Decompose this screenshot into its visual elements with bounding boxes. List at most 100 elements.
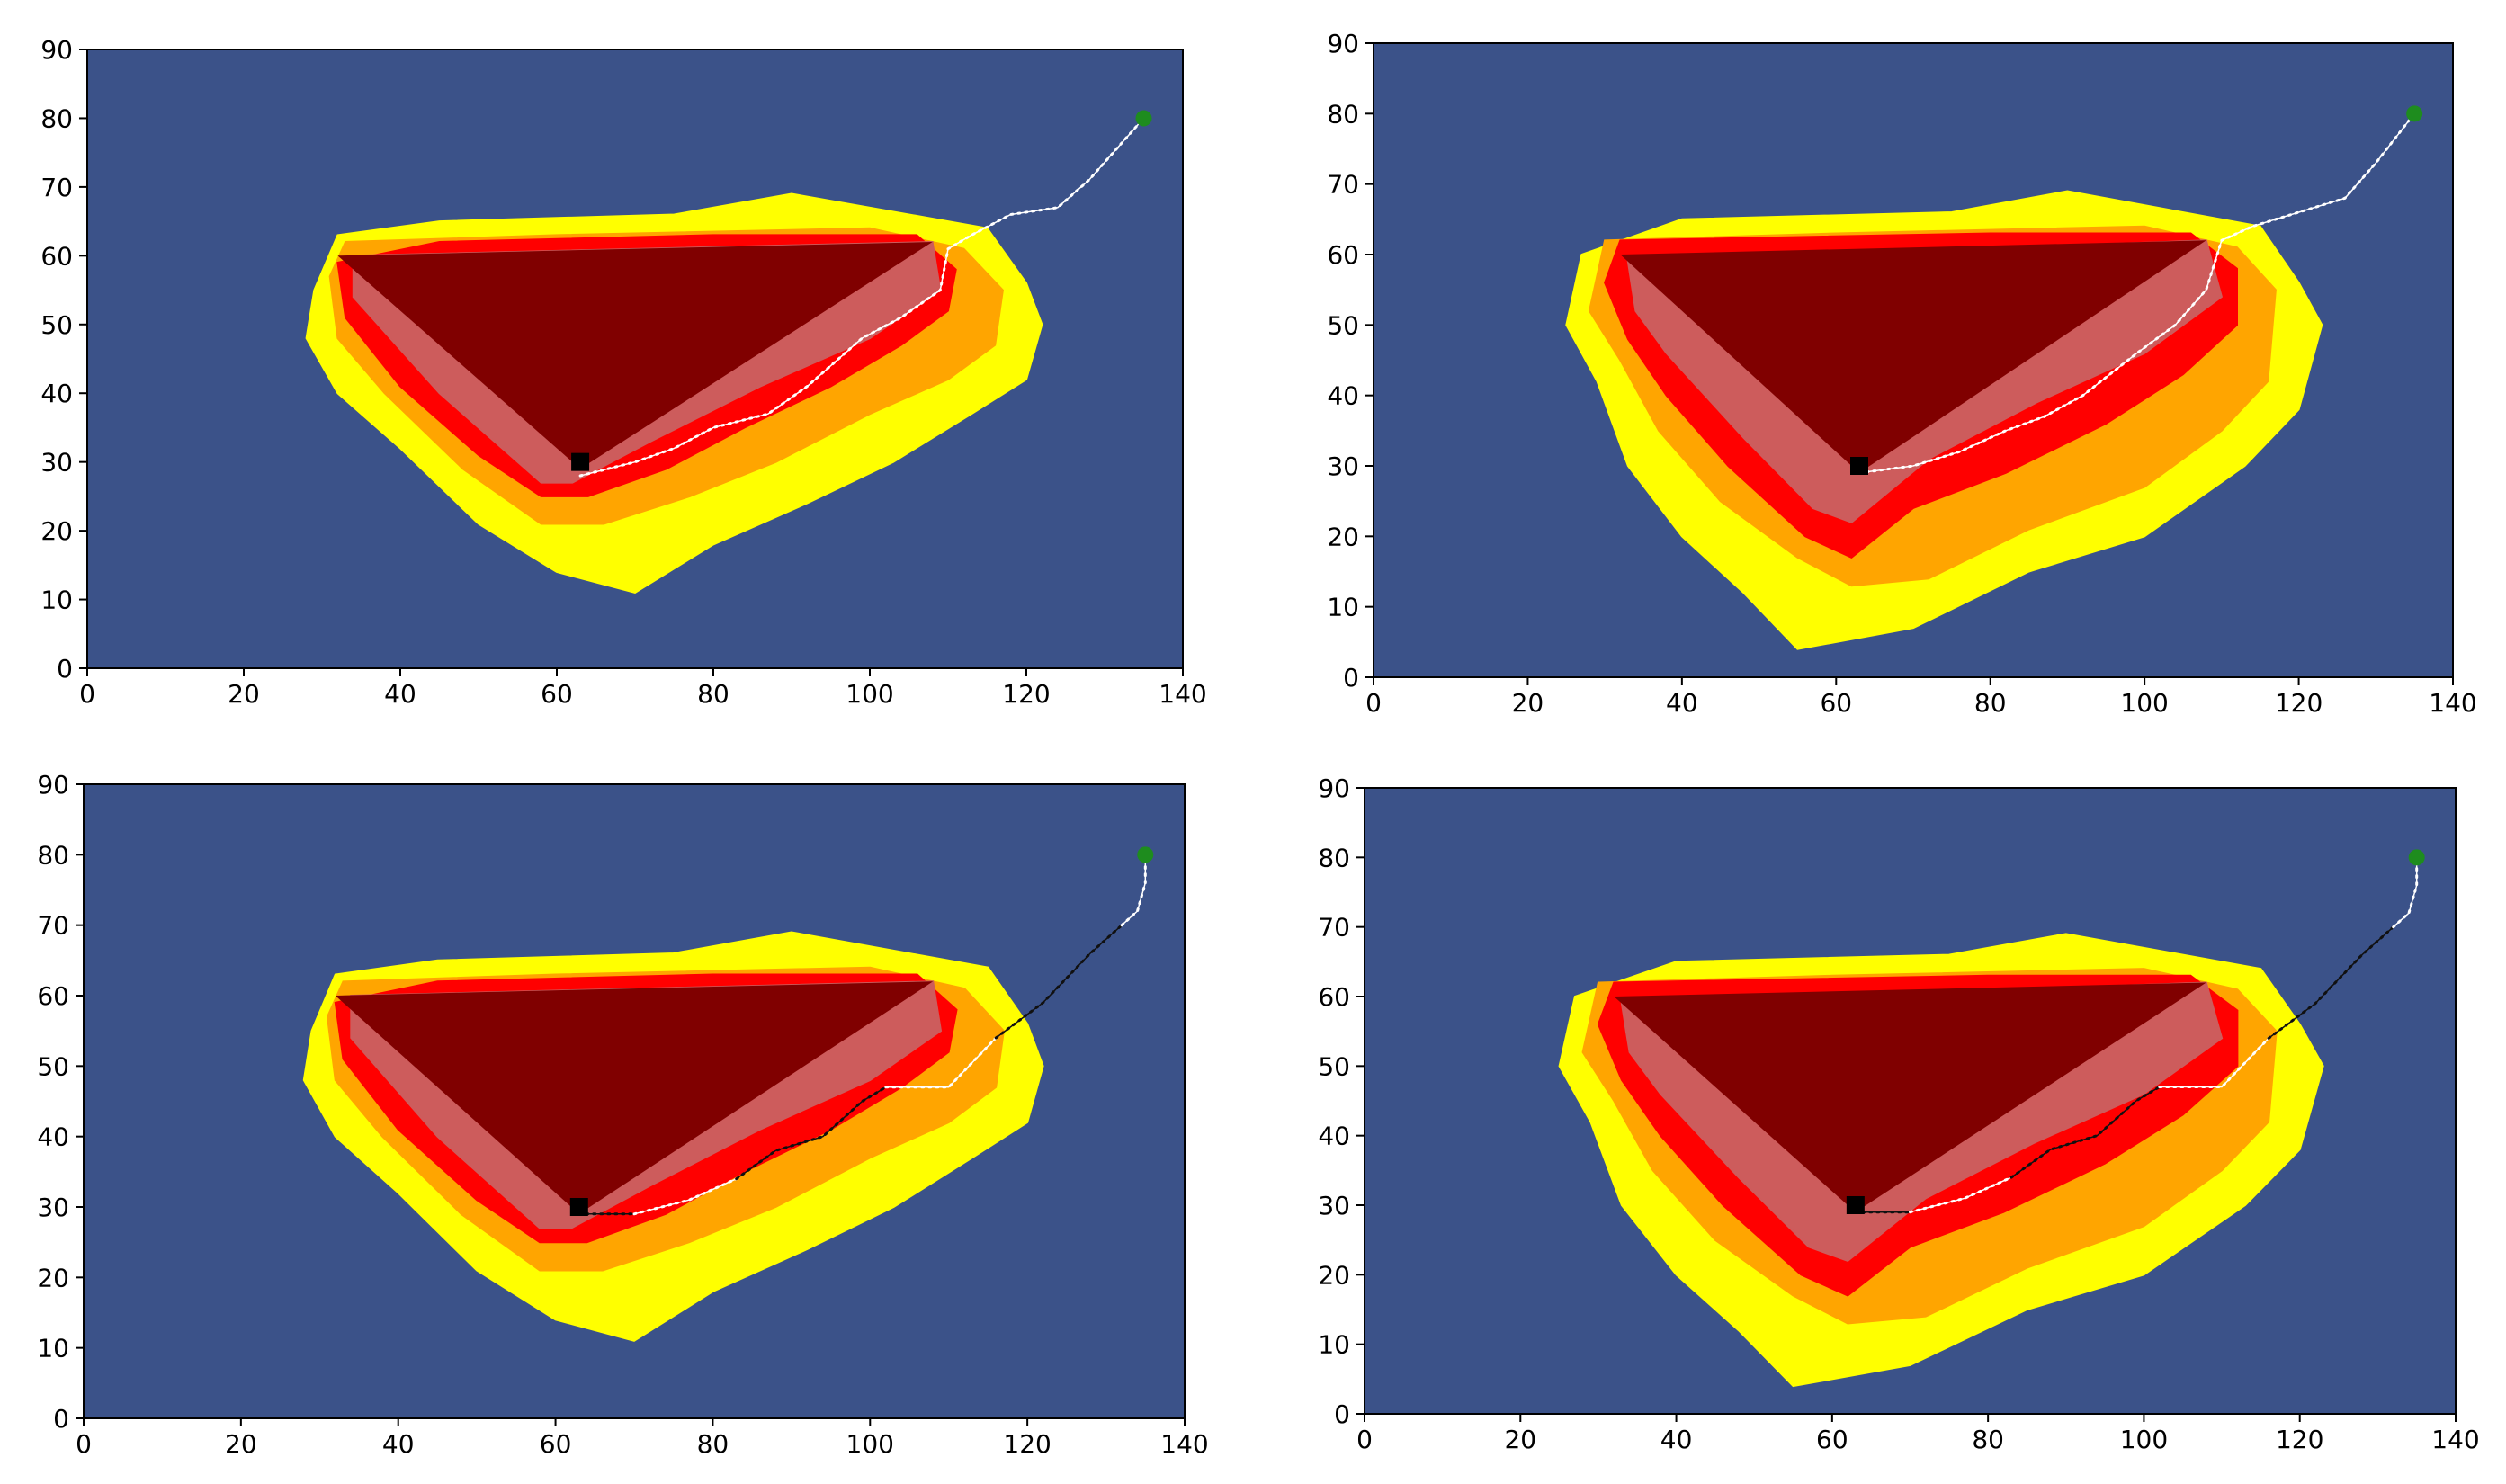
y-tick-label: 40 <box>37 1122 69 1152</box>
start-marker <box>571 452 590 471</box>
start-marker <box>1846 1196 1865 1214</box>
y-tick-label: 90 <box>1318 773 1350 803</box>
x-tick-label: 120 <box>2276 1425 2323 1454</box>
path-line-white <box>1910 1176 2012 1213</box>
y-tick-label: 20 <box>1318 1260 1350 1290</box>
y-tick-label: 60 <box>37 981 69 1011</box>
y-tick-label: 10 <box>1327 593 1359 622</box>
y-tick-label: 20 <box>1327 522 1359 551</box>
x-tick-label: 140 <box>1159 679 1206 709</box>
y-tick-label: 30 <box>37 1193 69 1222</box>
x-tick-label: 120 <box>1002 679 1050 709</box>
axes-frame <box>1373 42 2454 678</box>
y-tick-label: 70 <box>40 173 73 202</box>
path-line-white <box>1121 854 1147 926</box>
path-line-white <box>1858 112 2415 474</box>
x-tick-label: 20 <box>1512 688 1544 718</box>
y-tick-label: 50 <box>1327 310 1359 340</box>
x-tick-label: 0 <box>79 679 95 709</box>
goal-marker <box>2408 849 2425 866</box>
path-line-white <box>2393 857 2418 928</box>
y-tick-label: 40 <box>40 379 73 408</box>
y-tick-label: 90 <box>37 770 69 800</box>
x-tick-label: 40 <box>1660 1425 1693 1454</box>
x-tick-label: 140 <box>2431 1425 2479 1454</box>
y-tick-label: 30 <box>1327 451 1359 481</box>
y-tick-label: 0 <box>1343 663 1359 693</box>
y-tick-label: 30 <box>1318 1191 1350 1220</box>
path-line-white <box>2159 1037 2269 1088</box>
x-tick-label: 20 <box>1504 1425 1536 1454</box>
y-tick-label: 10 <box>40 586 73 615</box>
y-tick-label: 40 <box>1318 1122 1350 1151</box>
panel-top-right: 0 20 40 60 80 100 120 140 0 10 20 30 40 50 60 70 80 90 <box>1327 29 2476 718</box>
y-tick-label: 80 <box>1318 843 1350 872</box>
y-tick-label: 10 <box>37 1334 69 1363</box>
path-line-white <box>885 1037 997 1088</box>
panel-bottom-left: 0 20 40 60 80 100 120 140 0 10 20 30 40 50 60 70 80 90 <box>37 770 1208 1459</box>
x-tick-label: 100 <box>2120 1425 2168 1454</box>
y-tick-label: 50 <box>37 1051 69 1081</box>
obstacle-triangle <box>337 242 933 469</box>
y-tick-label: 30 <box>40 448 73 478</box>
x-tick-label: 60 <box>1820 688 1852 718</box>
path-line-black <box>736 1086 887 1180</box>
panel-top-left: 0 20 40 60 80 100 120 140 0 10 20 30 40 50 60 70 80 90 <box>40 35 1206 709</box>
y-tick-label: 90 <box>40 35 73 65</box>
x-tick-label: 40 <box>382 1429 415 1459</box>
x-tick-label: 60 <box>1816 1425 1848 1454</box>
x-tick-label: 20 <box>225 1429 257 1459</box>
y-tick-label: 40 <box>1327 381 1359 411</box>
x-tick-label: 140 <box>2429 688 2476 718</box>
x-tick-label: 40 <box>1666 688 1698 718</box>
x-tick-label: 80 <box>1972 1425 2004 1454</box>
x-tick-label: 0 <box>1365 688 1382 718</box>
y-tick-label: 50 <box>1318 1051 1350 1081</box>
axes-frame <box>1364 787 2457 1415</box>
x-tick-label: 80 <box>697 679 729 709</box>
axes-frame <box>86 49 1184 669</box>
obstacle-triangle <box>1614 982 2206 1212</box>
y-tick-label: 80 <box>1327 99 1359 129</box>
x-tick-label: 0 <box>76 1429 92 1459</box>
axes-frame <box>83 783 1186 1419</box>
path-line-black <box>2010 1086 2161 1178</box>
x-tick-label: 100 <box>2120 688 2168 718</box>
y-tick-label: 20 <box>37 1263 69 1292</box>
y-tick-label: 0 <box>57 654 73 684</box>
x-tick-label: 0 <box>1356 1425 1373 1454</box>
goal-marker <box>1137 846 1154 863</box>
y-tick-label: 20 <box>40 516 73 546</box>
goal-marker <box>1135 110 1152 127</box>
y-tick-label: 60 <box>1318 982 1350 1012</box>
path-line-white <box>633 1178 738 1215</box>
start-marker <box>569 1198 588 1216</box>
path-line-white <box>579 117 1145 477</box>
x-tick-label: 120 <box>2275 688 2323 718</box>
y-tick-label: 50 <box>40 310 73 340</box>
y-tick-label: 0 <box>53 1404 69 1434</box>
x-tick-label: 80 <box>697 1429 729 1459</box>
x-tick-label: 40 <box>384 679 416 709</box>
x-tick-label: 20 <box>228 679 260 709</box>
path-line-black <box>995 925 1123 1039</box>
y-tick-label: 70 <box>1327 170 1359 200</box>
x-tick-label: 120 <box>1003 1429 1051 1459</box>
goal-marker <box>2406 105 2423 122</box>
start-marker <box>1850 457 1868 475</box>
obstacle-triangle <box>1620 240 2206 473</box>
obstacle-triangle <box>335 981 934 1214</box>
x-tick-label: 60 <box>541 679 573 709</box>
y-tick-label: 80 <box>40 103 73 133</box>
x-tick-label: 80 <box>1974 688 2007 718</box>
y-tick-label: 60 <box>1327 240 1359 270</box>
y-tick-label: 70 <box>1318 913 1350 943</box>
y-tick-label: 10 <box>1318 1330 1350 1360</box>
x-tick-label: 100 <box>846 1429 894 1459</box>
path-line-black <box>2268 926 2394 1040</box>
x-tick-label: 60 <box>540 1429 572 1459</box>
y-tick-label: 0 <box>1334 1399 1350 1429</box>
y-tick-label: 60 <box>40 241 73 271</box>
y-tick-label: 90 <box>1327 29 1359 58</box>
